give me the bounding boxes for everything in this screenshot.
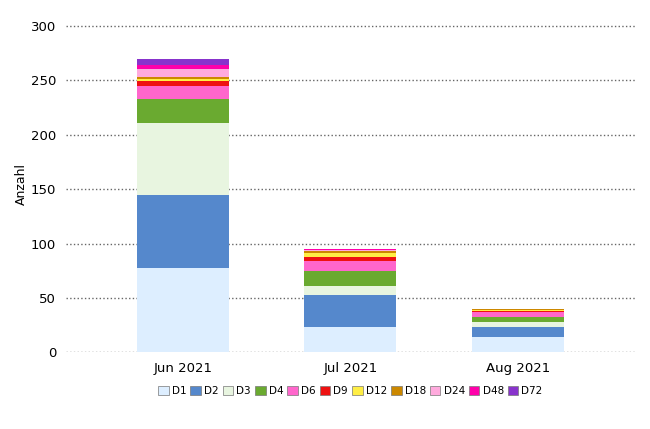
Bar: [304, 286, 396, 295]
Bar: [137, 123, 229, 195]
Y-axis label: Anzahl: Anzahl: [15, 163, 28, 205]
Bar: [137, 82, 229, 86]
Bar: [304, 327, 396, 353]
Bar: [472, 322, 564, 327]
Bar: [137, 69, 229, 77]
Legend: D1, D2, D3, D4, D6, D9, D12, D18, D24, D48, D72: D1, D2, D3, D4, D6, D9, D12, D18, D24, D…: [156, 384, 545, 398]
Bar: [472, 310, 564, 311]
Bar: [304, 251, 396, 254]
Bar: [137, 195, 229, 268]
Bar: [304, 249, 396, 250]
Bar: [304, 250, 396, 251]
Bar: [137, 58, 229, 65]
Bar: [472, 337, 564, 353]
Bar: [304, 257, 396, 261]
Bar: [472, 312, 564, 317]
Bar: [472, 309, 564, 310]
Bar: [304, 295, 396, 327]
Bar: [304, 254, 396, 257]
Bar: [304, 271, 396, 286]
Bar: [137, 99, 229, 123]
Bar: [472, 327, 564, 337]
Bar: [304, 261, 396, 271]
Bar: [137, 268, 229, 353]
Bar: [472, 317, 564, 322]
Bar: [137, 77, 229, 79]
Bar: [137, 79, 229, 82]
Bar: [137, 65, 229, 69]
Bar: [472, 311, 564, 312]
Bar: [137, 86, 229, 99]
